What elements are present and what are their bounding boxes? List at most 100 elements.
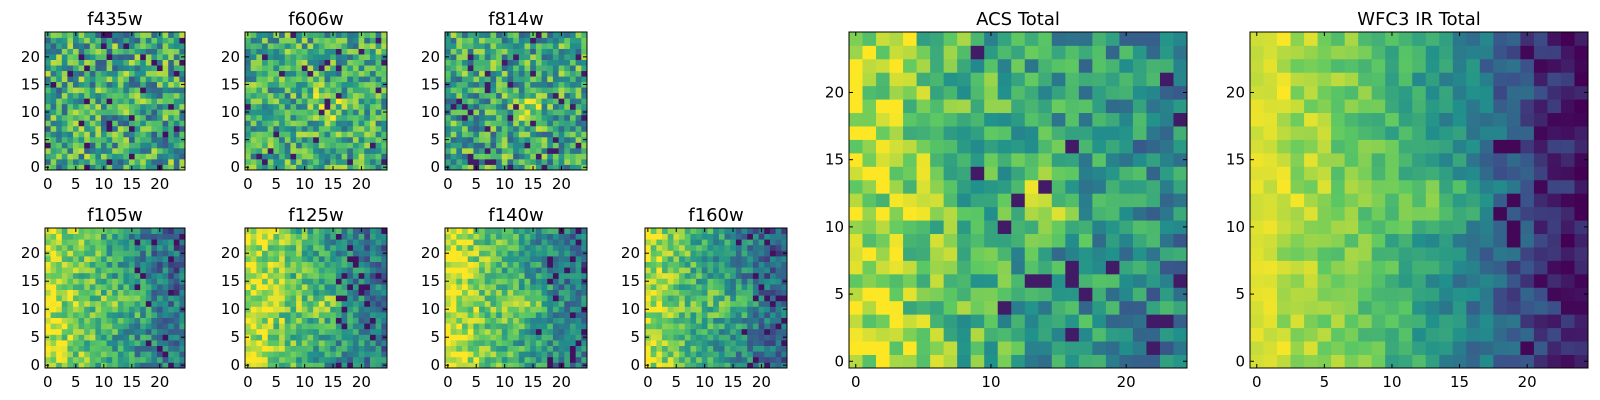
heatmap-cell bbox=[490, 153, 497, 160]
heatmap-cell bbox=[1132, 300, 1147, 315]
heatmap-cell bbox=[524, 356, 531, 363]
heatmap-cell bbox=[662, 289, 669, 296]
heatmap-cell bbox=[970, 327, 985, 342]
heatmap-cell bbox=[56, 43, 63, 49]
heatmap-cell bbox=[347, 317, 354, 324]
heatmap-cell bbox=[117, 48, 124, 55]
heatmap-cell bbox=[1065, 354, 1080, 369]
heatmap-cell bbox=[56, 48, 63, 55]
y-tick-label: 5 bbox=[230, 328, 240, 346]
heatmap-cell bbox=[89, 87, 96, 94]
heatmap-cell bbox=[245, 323, 252, 330]
heatmap-cell bbox=[747, 233, 754, 240]
heatmap-cell bbox=[496, 278, 503, 285]
heatmap-cell bbox=[358, 250, 365, 257]
heatmap-cell bbox=[547, 87, 554, 94]
heatmap-cell bbox=[347, 131, 354, 138]
heatmap-cell bbox=[173, 153, 180, 160]
heatmap-cell bbox=[957, 206, 972, 221]
heatmap-cell bbox=[162, 289, 169, 296]
heatmap-cell bbox=[95, 272, 102, 279]
y-tick-label: 0 bbox=[630, 356, 640, 374]
heatmap-cell bbox=[450, 356, 457, 363]
heatmap-cell bbox=[67, 76, 74, 83]
heatmap-cell bbox=[324, 340, 331, 346]
heatmap-cell bbox=[375, 147, 382, 154]
heatmap-cell bbox=[581, 65, 588, 72]
heatmap-cell bbox=[769, 334, 777, 341]
heatmap-cell bbox=[106, 98, 113, 105]
heatmap-cell bbox=[724, 261, 731, 268]
heatmap-cell bbox=[101, 43, 107, 49]
heatmap-cell bbox=[151, 323, 158, 330]
heatmap-cell bbox=[168, 37, 175, 44]
heatmap-cell bbox=[1173, 206, 1188, 221]
heatmap-cell bbox=[273, 340, 280, 346]
heatmap-cell bbox=[547, 153, 554, 160]
heatmap-cell bbox=[67, 328, 74, 335]
heatmap-cell bbox=[456, 239, 463, 246]
heatmap-cell bbox=[581, 98, 588, 105]
heatmap-cell bbox=[484, 328, 491, 335]
heatmap-cell bbox=[445, 340, 452, 346]
heatmap-cell bbox=[1038, 327, 1053, 342]
heatmap-cell bbox=[84, 103, 91, 110]
heatmap-cell bbox=[279, 158, 286, 165]
heatmap-cell bbox=[296, 76, 303, 83]
heatmap-cell bbox=[318, 48, 325, 55]
heatmap-cell bbox=[530, 317, 537, 324]
heatmap-cell bbox=[273, 351, 280, 358]
heatmap-cell bbox=[307, 114, 314, 121]
heatmap-cell bbox=[375, 164, 382, 171]
heatmap-cell bbox=[84, 356, 91, 363]
heatmap-cell bbox=[330, 351, 337, 358]
heatmap-cell bbox=[775, 233, 782, 240]
heatmap-cell bbox=[1105, 260, 1120, 275]
y-tick-label: 0 bbox=[30, 158, 40, 176]
heatmap-cell bbox=[106, 323, 113, 330]
heatmap-cell bbox=[245, 43, 252, 49]
heatmap-cell bbox=[781, 356, 788, 363]
heatmap-cell bbox=[347, 289, 354, 296]
heatmap-cell bbox=[168, 256, 175, 262]
heatmap-cell bbox=[145, 153, 152, 160]
heatmap-cell bbox=[250, 278, 257, 285]
heatmap-cell bbox=[45, 98, 51, 105]
heatmap-cell bbox=[530, 340, 537, 346]
heatmap-cell bbox=[462, 300, 469, 307]
heatmap-cell bbox=[364, 334, 371, 341]
heatmap-cell bbox=[541, 239, 548, 246]
heatmap-cell bbox=[764, 317, 771, 324]
heatmap-cell bbox=[341, 345, 348, 352]
heatmap-cell bbox=[179, 125, 186, 132]
heatmap-cell bbox=[381, 142, 388, 149]
heatmap-cell bbox=[569, 306, 577, 313]
heatmap-cell bbox=[375, 70, 382, 77]
heatmap-cell bbox=[518, 250, 525, 257]
heatmap-cell bbox=[662, 250, 669, 257]
heatmap-cell bbox=[245, 256, 252, 262]
heatmap-cell bbox=[50, 340, 57, 346]
heatmap-cell bbox=[364, 239, 371, 246]
heatmap-cell bbox=[78, 48, 85, 55]
heatmap-cell bbox=[123, 109, 130, 116]
heatmap-cell bbox=[352, 278, 359, 285]
heatmap-cell bbox=[747, 317, 754, 324]
heatmap-cell bbox=[324, 109, 331, 116]
heatmap-cell bbox=[445, 142, 452, 149]
heatmap-cell bbox=[667, 328, 674, 335]
heatmap-cell bbox=[301, 59, 308, 66]
heatmap-cell bbox=[490, 87, 497, 94]
heatmap-cell bbox=[151, 32, 158, 38]
heatmap-cell bbox=[284, 92, 291, 99]
heatmap-cell bbox=[375, 114, 382, 121]
heatmap-cell bbox=[364, 250, 371, 257]
heatmap-cell bbox=[876, 233, 890, 248]
heatmap-cell bbox=[256, 328, 263, 335]
heatmap-cell bbox=[943, 287, 958, 302]
heatmap-cell bbox=[284, 70, 291, 77]
heatmap-cell bbox=[467, 233, 474, 240]
heatmap-cell bbox=[73, 158, 79, 165]
heatmap-cell bbox=[369, 87, 377, 94]
heatmap-cell bbox=[496, 131, 503, 138]
